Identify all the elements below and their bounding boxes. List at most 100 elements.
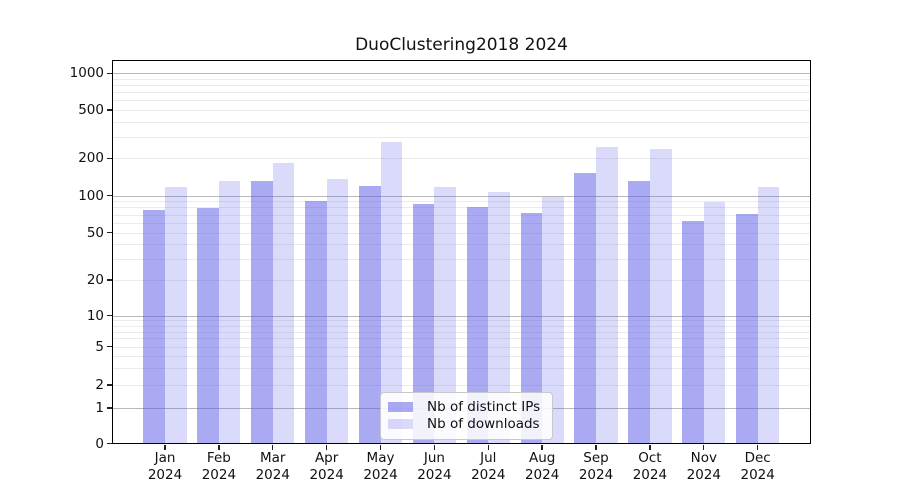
bar-downloads: [649, 149, 672, 444]
bar-distinct-ips: [305, 200, 327, 444]
bar-downloads: [596, 147, 618, 444]
y-tick-mark: [107, 407, 112, 409]
x-tick-label: Aug 2024: [524, 450, 560, 483]
gridline-major: [113, 315, 810, 317]
bar-distinct-ips: [466, 207, 489, 444]
gridline-major: [113, 195, 810, 197]
y-tick-label: 20: [86, 272, 104, 288]
bar-distinct-ips: [682, 221, 704, 444]
gridline-minor: [113, 356, 810, 358]
gridline-minor: [113, 280, 810, 281]
chart-title: DuoClustering2018 2024: [355, 35, 568, 55]
bar-distinct-ips: [520, 213, 543, 444]
legend-swatch-downloads: [388, 418, 413, 430]
x-tick-label: Jan 2024: [147, 450, 183, 483]
x-tick-label: Nov 2024: [686, 450, 721, 483]
y-tick-mark: [107, 157, 112, 159]
x-tick-mark: [164, 445, 166, 450]
bar-distinct-ips: [412, 204, 435, 444]
x-tick-label: May 2024: [363, 450, 398, 483]
y-tick-mark: [107, 72, 112, 74]
x-tick-mark: [272, 445, 274, 450]
x-tick-mark: [379, 445, 382, 450]
x-tick-label: Feb 2024: [201, 450, 237, 483]
y-tick-label: 200: [78, 150, 104, 167]
y-tick-mark: [107, 109, 112, 111]
bar-downloads: [218, 181, 241, 444]
gridline-minor: [113, 85, 810, 87]
gridline-minor: [113, 92, 810, 94]
y-tick-mark: [107, 346, 112, 348]
gridline-minor: [113, 244, 810, 246]
y-tick-mark: [107, 384, 112, 386]
bar-distinct-ips: [143, 210, 165, 444]
gridline-minor: [113, 325, 810, 327]
bar-distinct-ips: [628, 180, 650, 444]
gridline-minor: [113, 110, 810, 111]
y-tick-label: 1: [95, 400, 104, 416]
bar-distinct-ips: [574, 173, 597, 444]
plot-area: [113, 61, 810, 444]
gridline-minor: [113, 100, 810, 102]
x-tick-label: Dec 2024: [740, 450, 775, 483]
gridline-minor: [113, 368, 810, 370]
y-tick-mark: [107, 442, 112, 445]
x-tick-mark: [487, 445, 489, 450]
x-tick-label: Sep 2024: [578, 450, 614, 483]
x-tick-label: Jun 2024: [417, 450, 452, 483]
legend-item: Nb of downloads: [388, 416, 540, 433]
x-tick-label: Oct 2024: [632, 450, 668, 483]
x-tick-mark: [433, 445, 436, 450]
legend-item: Nb of distinct IPs: [388, 399, 540, 416]
bar-downloads: [757, 187, 780, 444]
bar-downloads: [326, 179, 349, 444]
y-tick-mark: [107, 279, 112, 281]
x-tick-mark: [595, 445, 597, 450]
y-tick-label: 10: [86, 307, 104, 324]
x-tick-mark: [541, 445, 543, 450]
bar-downloads: [434, 187, 456, 444]
gridline-minor: [113, 385, 810, 386]
x-tick-mark: [703, 445, 705, 450]
gridline-minor: [113, 258, 810, 260]
y-tick-mark: [107, 194, 112, 197]
bar-distinct-ips: [251, 181, 273, 444]
x-tick-label: Jul 2024: [471, 450, 506, 483]
bar-downloads: [272, 163, 295, 444]
gridline-minor: [113, 232, 810, 234]
gridline-minor: [113, 207, 810, 209]
gridline-minor: [113, 222, 810, 224]
gridline-minor: [113, 214, 810, 216]
gridline-minor: [113, 136, 810, 138]
bar-distinct-ips: [197, 208, 219, 444]
y-tick-label: 5: [95, 338, 104, 355]
y-tick-label: 50: [86, 224, 104, 241]
y-tick-mark: [107, 231, 112, 234]
legend-label: Nb of downloads: [427, 416, 540, 432]
gridline-minor: [113, 320, 810, 322]
x-tick-mark: [756, 445, 759, 450]
y-tick-label: 2: [95, 377, 104, 393]
gridline-minor: [113, 121, 810, 123]
bar-downloads: [380, 142, 403, 444]
bar-downloads: [542, 197, 564, 444]
bar-downloads: [703, 202, 726, 444]
x-tick-label: Mar 2024: [255, 450, 290, 483]
gridline-minor: [113, 201, 810, 203]
y-tick-label: 500: [78, 102, 104, 118]
y-tick-label: 0: [95, 435, 104, 452]
bar-downloads: [488, 191, 510, 444]
gridline-minor: [113, 346, 810, 348]
legend-label: Nb of distinct IPs: [427, 399, 541, 415]
gridline-minor: [113, 158, 810, 160]
x-tick-mark: [218, 445, 220, 450]
bar-distinct-ips: [736, 213, 758, 444]
bar-distinct-ips: [358, 185, 381, 444]
x-tick-mark: [649, 445, 651, 450]
gridline-minor: [113, 338, 810, 340]
x-tick-mark: [325, 445, 328, 450]
y-tick-mark: [107, 314, 112, 317]
gridline-minor: [113, 78, 810, 80]
y-tick-label: 100: [78, 187, 104, 204]
